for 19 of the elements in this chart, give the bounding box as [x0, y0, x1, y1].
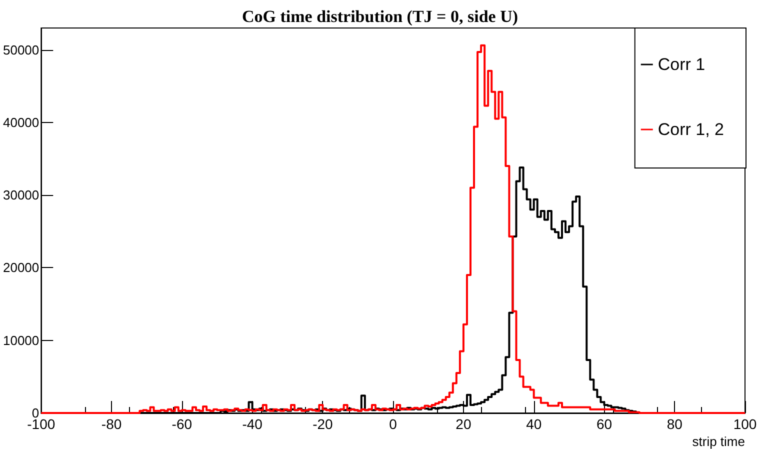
y-tick-label: 30000 — [2, 188, 40, 203]
legend-label: Corr 1, 2 — [658, 120, 724, 139]
x-tick-label: -20 — [312, 416, 334, 432]
legend-label: Corr 1 — [658, 55, 706, 74]
x-tick-label: -60 — [172, 416, 192, 432]
x-tick-label: 80 — [666, 416, 683, 432]
x-tick-label: 40 — [526, 416, 542, 432]
x-tick-label: -80 — [101, 416, 122, 432]
y-tick-label: 40000 — [2, 114, 40, 130]
y-tick-label: 50000 — [2, 42, 40, 58]
x-tick-label: 60 — [596, 416, 612, 432]
y-tick-label: 10000 — [2, 332, 40, 348]
x-tick-label: 100 — [733, 416, 757, 432]
x-tick-label: 0 — [389, 416, 398, 432]
y-tick-label: 20000 — [2, 260, 40, 276]
x-tick-label: -40 — [242, 416, 263, 432]
x-axis-title: strip time — [692, 434, 745, 449]
x-tick-label: 20 — [456, 416, 472, 432]
chart-title: CoG time distribution (TJ = 0, side U) — [242, 7, 518, 26]
